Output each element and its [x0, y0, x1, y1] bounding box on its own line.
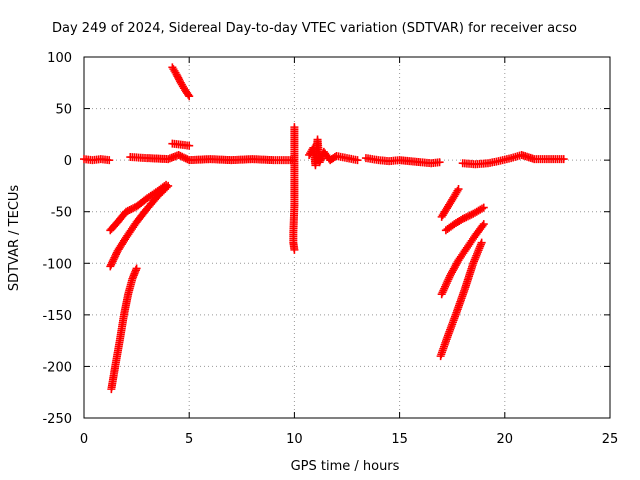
data-point: [435, 158, 444, 167]
data-point: [125, 205, 134, 214]
data-point: [463, 212, 472, 221]
data-point: [441, 280, 450, 289]
y-tick-label: 50: [55, 103, 72, 118]
data-point: [185, 92, 194, 101]
data-point: [176, 151, 185, 160]
series-baseline-early: [80, 155, 114, 165]
data-point: [181, 154, 190, 163]
data-point: [129, 204, 138, 213]
data-point: [445, 273, 454, 282]
data-point: [127, 205, 136, 214]
x-axis-label: GPS time / hours: [291, 459, 400, 474]
series-arc-1-upper: [106, 180, 171, 235]
y-tick-label: -150: [42, 309, 72, 324]
series-arc-4-mid: [441, 203, 488, 235]
data-point: [440, 284, 449, 293]
series-arc-3-upper: [168, 63, 194, 101]
data-point: [462, 213, 471, 222]
data-point: [184, 90, 193, 99]
plot-frame: [83, 56, 611, 419]
data-point: [443, 277, 452, 286]
series-arc-4-upper: [437, 185, 463, 221]
data-point: [460, 214, 469, 223]
chart-title: Day 249 of 2024, Sidereal Day-to-day VTE…: [52, 21, 577, 36]
data-point: [479, 203, 488, 212]
data-point: [478, 204, 487, 213]
data-point: [458, 214, 467, 223]
data-point: [122, 207, 131, 216]
x-tick-label: 10: [286, 432, 303, 447]
series-baseline-mid: [126, 150, 297, 165]
axis-ticks: 0 5 10 15 20 25 -250 -200 -150 -100 -50 0 50 100: [42, 51, 618, 447]
data-point: [105, 156, 114, 165]
x-tick-label: 5: [185, 432, 193, 447]
data-point: [442, 279, 451, 288]
data-point: [178, 152, 187, 161]
series-baseline-tail: [458, 150, 568, 169]
y-tick-label: 100: [47, 51, 72, 66]
data-point: [465, 211, 474, 220]
y-tick-label: -100: [42, 257, 72, 272]
data-point: [353, 156, 362, 165]
series-arc-3-mid: [168, 139, 194, 150]
y-tick-label: -250: [42, 412, 72, 427]
data-marks: [80, 63, 568, 394]
x-tick-label: 15: [391, 432, 408, 447]
series-burst-11h: [305, 135, 362, 170]
data-point: [164, 181, 173, 190]
data-point: [479, 220, 488, 229]
series-arc-4-steep: [436, 238, 486, 361]
data-point: [438, 288, 447, 297]
data-point: [453, 186, 462, 195]
series-arc-4-lower: [437, 220, 488, 299]
data-point: [441, 282, 450, 291]
data-point: [185, 141, 194, 150]
data-point: [478, 221, 487, 230]
x-tick-label: 25: [602, 432, 619, 447]
y-tick-label: -200: [42, 360, 72, 375]
x-tick-label: 20: [497, 432, 514, 447]
data-point: [132, 264, 141, 273]
y-tick-label: 0: [64, 154, 72, 169]
y-tick-label: -50: [51, 206, 72, 221]
y-axis-label: SDTVAR / TECUs: [7, 185, 22, 292]
data-point: [444, 275, 453, 284]
series-baseline-late: [361, 154, 444, 168]
data-point: [559, 155, 568, 164]
data-point: [477, 238, 486, 247]
series-arc-1-lower: [106, 181, 173, 271]
data-point: [290, 245, 299, 254]
series-burst-10h: [289, 123, 299, 254]
grid: [84, 57, 610, 418]
data-point: [123, 206, 132, 215]
data-point: [162, 183, 171, 192]
x-tick-label: 0: [80, 432, 88, 447]
data-point: [174, 150, 183, 159]
series-arc-2-steep: [107, 264, 141, 394]
data-point: [179, 153, 188, 162]
data-point: [454, 185, 463, 194]
data-point: [437, 290, 446, 299]
data-point: [439, 286, 448, 295]
